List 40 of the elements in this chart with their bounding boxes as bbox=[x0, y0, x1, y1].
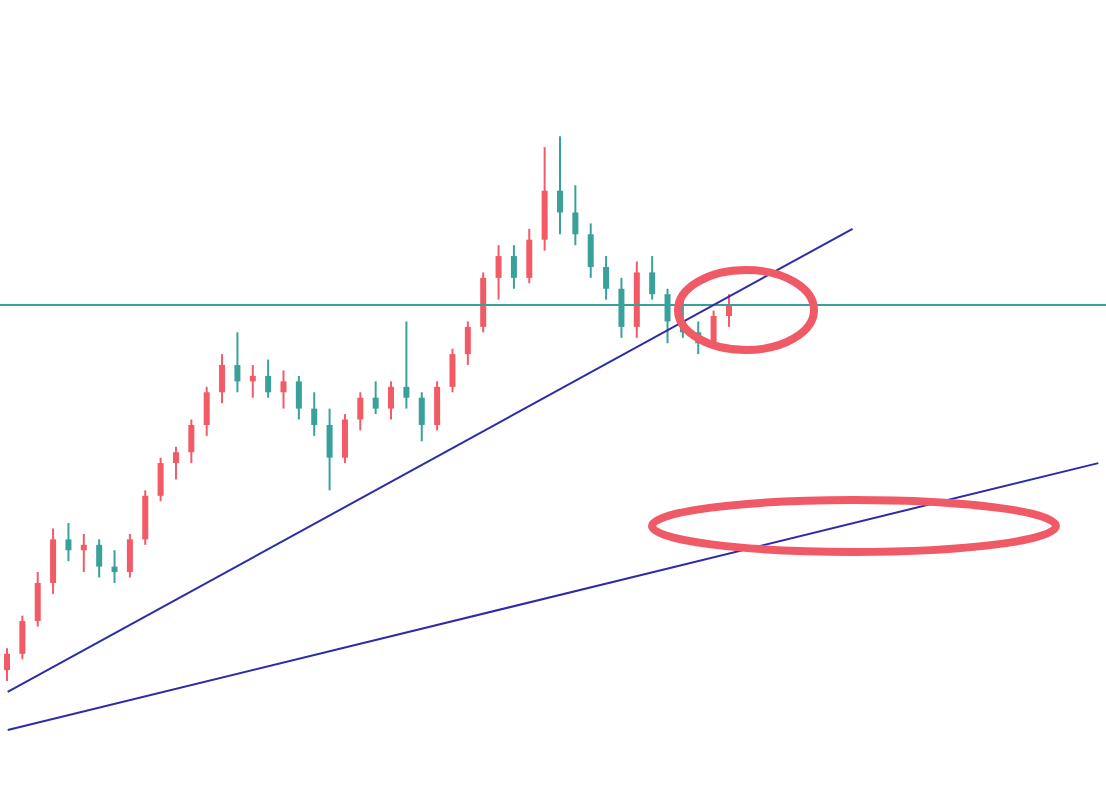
candlestick bbox=[341, 413, 348, 465]
candlestick bbox=[357, 391, 364, 432]
candlestick bbox=[19, 614, 26, 661]
candlestick bbox=[326, 407, 333, 492]
candlestick bbox=[188, 418, 195, 465]
candlestick bbox=[249, 364, 256, 399]
candlestick bbox=[96, 538, 103, 579]
candlestick bbox=[80, 532, 87, 574]
candlestick bbox=[4, 647, 10, 683]
candlestick bbox=[111, 549, 118, 584]
candlestick bbox=[603, 255, 610, 301]
candlestick bbox=[510, 244, 517, 290]
candlestick bbox=[649, 255, 656, 301]
candlestick bbox=[34, 571, 41, 628]
candlestick bbox=[280, 369, 287, 410]
candlestick bbox=[65, 522, 72, 563]
candlestick bbox=[388, 380, 395, 421]
candlestick bbox=[50, 527, 57, 595]
candlestick bbox=[157, 456, 164, 503]
candlestick bbox=[403, 320, 410, 410]
candlestick bbox=[142, 489, 149, 546]
candlestick bbox=[557, 135, 563, 236]
candlestick bbox=[372, 380, 379, 416]
candlestick bbox=[126, 532, 133, 579]
candlestick bbox=[449, 347, 456, 394]
candlestick bbox=[311, 391, 318, 437]
candlestick bbox=[434, 380, 441, 432]
candlestick bbox=[265, 358, 272, 399]
candlestick bbox=[572, 184, 579, 247]
candlestick bbox=[219, 353, 226, 405]
candlestick bbox=[203, 385, 210, 437]
candlestick bbox=[725, 293, 732, 328]
candlestick bbox=[418, 391, 425, 443]
candlestick bbox=[172, 445, 179, 481]
candlestick bbox=[234, 331, 241, 394]
candlestick bbox=[587, 222, 594, 279]
candlestick bbox=[295, 374, 302, 421]
candlestick bbox=[495, 244, 502, 301]
candlestick bbox=[526, 227, 533, 285]
candlestick bbox=[464, 320, 471, 367]
